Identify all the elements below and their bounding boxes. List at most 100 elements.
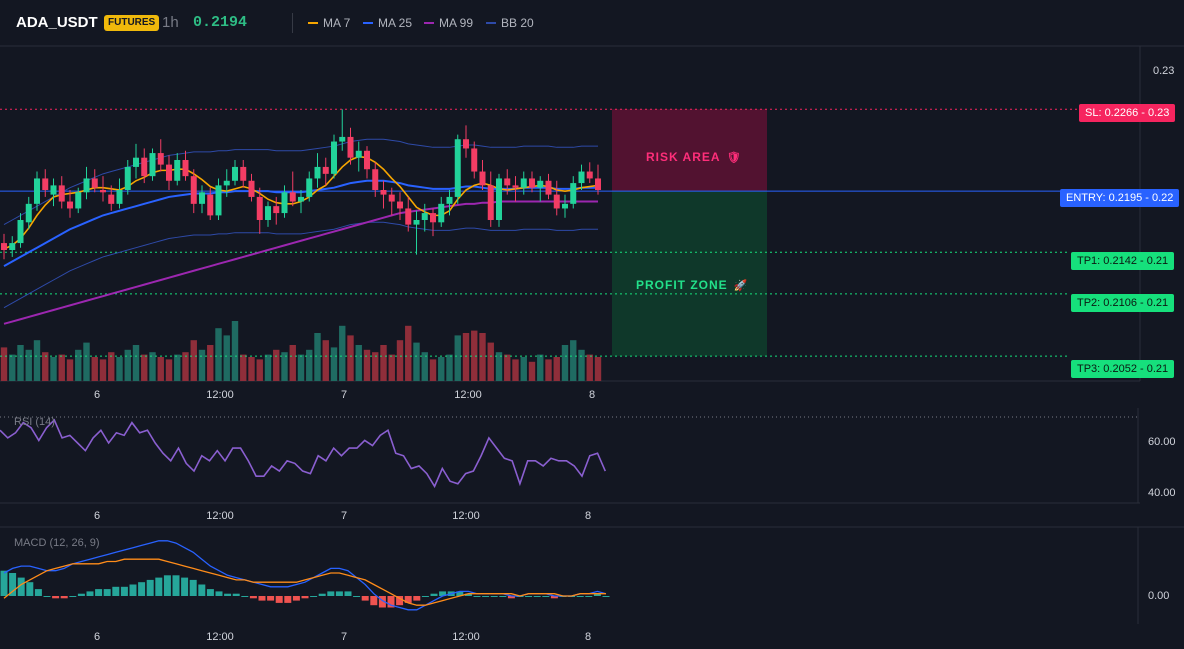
risk-area-label: RISK AREA 🛡 [646,150,742,164]
volume-bar [149,352,156,381]
volume-bar [33,340,41,381]
candle-body [199,192,205,204]
volume-bar [281,352,288,381]
volume-bar [330,347,338,381]
candle-body [421,213,428,220]
ma25-swatch [363,21,373,24]
risk-area-text: RISK AREA [646,150,721,164]
candle-body [75,192,82,209]
candle-body [545,180,552,195]
candle-body [141,157,148,177]
volume-bar [215,328,222,381]
volume-bar [264,354,272,381]
macd-histogram-bar [413,596,421,601]
timeframe-label[interactable]: 1h [162,14,179,31]
volume-bar [528,361,536,381]
macd-histogram-bar [284,596,292,603]
volume-bar [66,359,74,381]
entry-tag[interactable]: ENTRY: 0.2195 - 0.22 [1060,189,1180,207]
macd-histogram-bar [353,596,361,597]
macd-histogram-bar [292,596,300,601]
time-tick-1200b: 12:00 [454,389,482,401]
candle-body [166,164,172,181]
macd-histogram-bar [34,589,42,596]
legend-ma99[interactable]: MA 99 [424,16,473,30]
candle-body [520,178,527,188]
legend-ma7[interactable]: MA 7 [308,16,350,30]
macd-histogram-bar [430,593,438,596]
macd-histogram-bar [9,573,17,596]
candle-body [207,194,214,216]
macd-histogram-bar [95,589,103,596]
candle-body [91,178,98,188]
volume-bar [339,325,346,381]
candle-body [265,206,271,220]
macd-histogram-bar [456,591,464,596]
volume-bar [372,352,379,381]
legend-bb20[interactable]: BB 20 [486,16,534,30]
volume-bar [322,340,329,381]
candle-body [397,201,403,209]
candle-body [578,171,585,184]
volume-bar [438,357,445,381]
candle-body [116,190,123,204]
candle-body [487,185,494,220]
volume-bar [421,352,428,381]
candle-body [339,136,346,142]
last-price: 0.2194 [193,14,248,31]
candle-body [446,196,453,204]
header-divider [292,13,293,33]
stop-loss-tag[interactable]: SL: 0.2266 - 0.23 [1079,104,1176,122]
volume-bar [462,333,470,381]
shield-icon: 🛡 [726,152,742,164]
candle-body [463,139,469,149]
time-tick-8: 8 [588,389,596,401]
volume-bar [83,342,90,381]
macd-histogram-bar [77,593,85,596]
candle-body [454,139,461,197]
macd-histogram-bar [344,591,352,596]
macd-histogram-bar [241,596,249,597]
volume-bar [75,349,82,381]
rsi-line [0,418,607,489]
candle-body [562,203,568,209]
macd-histogram-bar [267,596,275,601]
candle-body [529,178,535,188]
tp1-tag[interactable]: TP1: 0.2142 - 0.21 [1071,252,1175,270]
volume-bar [578,349,585,381]
candle-body [9,243,16,250]
volume-bar [207,345,214,381]
bb-upper-line [3,138,598,226]
macd-title: MACD (12, 26, 9) [14,537,100,549]
macd-histogram-bar [249,596,257,599]
candle-body [273,206,280,214]
candle-body [380,190,387,195]
candle-body [372,169,379,190]
macd-histogram-bar [421,596,429,597]
candle-body [83,178,90,193]
legend-ma25[interactable]: MA 25 [363,16,412,30]
volume-bar [512,359,519,381]
volume-bar [594,357,602,381]
rsi-title: RSI (14) [14,416,55,428]
candle-body [553,194,560,209]
macd-time-tick-8: 8 [584,631,592,643]
tp3-tag[interactable]: TP3: 0.2052 - 0.21 [1071,360,1175,378]
macd-tick-0: 0.00 [1148,590,1170,602]
candle-body [124,166,131,190]
candle-body [438,203,445,223]
macd-histogram-bar [172,575,180,596]
macd-histogram-bar [189,579,197,596]
macd-histogram-bar [542,596,550,597]
symbol-name[interactable]: ADA_USDT [16,14,98,31]
candle-body [50,185,57,195]
candle-body [100,190,106,193]
volume-bar [553,357,560,381]
macd-time-tick-7: 7 [340,631,348,643]
macd-histogram-bar [103,589,111,596]
profit-zone-label: PROFIT ZONE 🚀 [636,278,748,292]
legend-ma7-label: MA 7 [323,16,351,30]
volume-bar [9,354,16,381]
tp2-tag[interactable]: TP2: 0.2106 - 0.21 [1071,294,1175,312]
